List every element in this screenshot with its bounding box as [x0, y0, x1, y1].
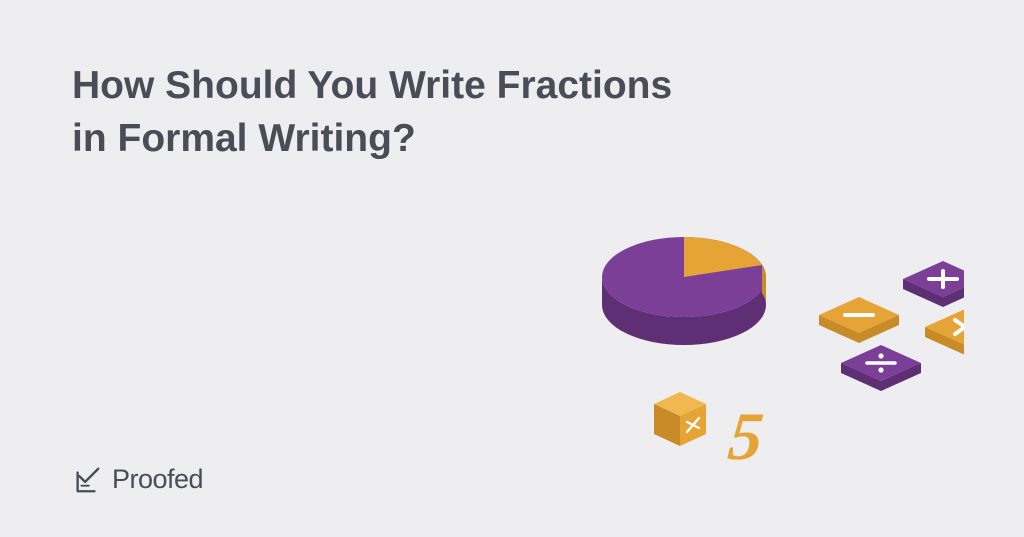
title-line-1: How Should You Write Fractions	[72, 64, 672, 107]
proofed-check-icon	[72, 465, 102, 495]
operator-buttons	[819, 261, 964, 391]
times-button-icon	[925, 309, 964, 355]
cube-times-icon	[654, 392, 706, 446]
plus-button-icon	[903, 261, 964, 307]
minus-button-icon	[819, 297, 899, 343]
number-five-icon: 5	[725, 398, 767, 474]
title-line-2: in Formal Writing?	[72, 117, 416, 160]
brand-name: Proofed	[112, 464, 203, 495]
divide-button-icon	[841, 345, 921, 391]
pie-chart-icon	[602, 237, 770, 345]
page-title: How Should You Write Fractions in Formal…	[72, 60, 672, 165]
math-illustration: 5	[544, 197, 964, 497]
brand-logo: Proofed	[72, 464, 203, 495]
